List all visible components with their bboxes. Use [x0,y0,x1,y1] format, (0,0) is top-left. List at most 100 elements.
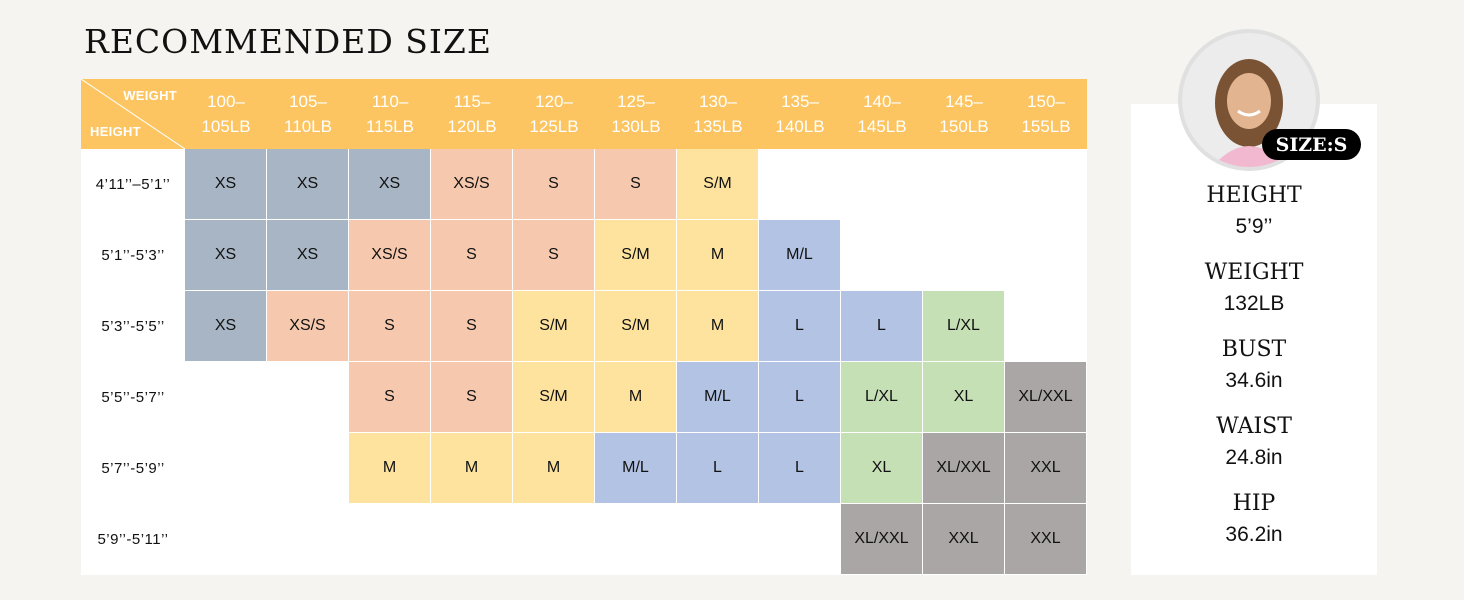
weight-axis-label: WEIGHT [123,88,177,103]
size-cell: XL/XXL [923,433,1005,504]
size-cell: S [349,291,431,362]
size-cell: S/M [595,220,677,291]
size-cell: L [759,433,841,504]
weight-range-text: 110LB [284,117,332,136]
size-cell: XS/S [431,149,513,220]
weight-range-text: 100– [207,92,245,111]
height-row-header: 5’3’’-5’5’’ [101,318,165,335]
size-cell: M/L [595,433,677,504]
size-cell: M [513,433,595,504]
size-cell: XL/XXL [841,504,923,575]
measurement-label: WAIST [1216,414,1292,439]
weight-range-text: 130– [699,92,737,111]
height-row-header: 5’7’’-5’9’’ [101,460,165,477]
size-cell: XXL [923,504,1005,575]
size-cell: L [759,291,841,362]
size-cell: M [595,362,677,433]
weight-column-header: 145– 150LB [923,79,1005,149]
weight-range-text: 115LB [366,117,414,136]
size-cell: L/XL [841,362,923,433]
size-cell: S/M [513,291,595,362]
page-title: RECOMMENDED SIZE [84,22,492,61]
weight-range-text: 125– [617,92,655,111]
size-cell: S [513,149,595,220]
size-cell: XL/XXL [1005,362,1087,433]
weight-range-text: 145LB [857,117,907,136]
size-cell: M/L [677,362,759,433]
measurement-value: 5’9’’ [1235,215,1273,238]
size-cell: L [759,362,841,433]
size-cell: M/L [759,220,841,291]
weight-range-text: 120– [535,92,573,111]
table-corner-header: WEIGHT HEIGHT [81,79,185,149]
weight-column-header: 100– 105LB [185,79,267,149]
size-cell: S [431,220,513,291]
weight-range-text: 130LB [611,117,661,136]
weight-column-header: 130– 135LB [677,79,759,149]
size-cell: XS/S [267,291,349,362]
weight-range-text: 135LB [693,117,743,136]
weight-column-header: 135– 140LB [759,79,841,149]
height-row-header: 5’5’’-5’7’’ [101,389,165,406]
weight-range-text: 140LB [775,117,825,136]
weight-column-header: 125– 130LB [595,79,677,149]
size-cell: XXL [1005,504,1087,575]
model-info-panel [1131,104,1377,575]
height-row-header: 5’9’’-5’11’’ [97,531,169,548]
size-cell: S/M [595,291,677,362]
size-cell: S/M [513,362,595,433]
weight-column-header: 140– 145LB [841,79,923,149]
size-badge: SIZE:S [1262,129,1361,160]
measurement-label: HEIGHT [1206,183,1302,208]
size-cell: XL [841,433,923,504]
weight-column-header: 115– 120LB [431,79,513,149]
measurement-value: 34.6in [1225,369,1283,392]
corner-divider-line [81,79,185,149]
weight-column-header: 120– 125LB [513,79,595,149]
weight-column-header: 150– 155LB [1005,79,1087,149]
measurement-label: BUST [1221,337,1287,362]
measurement-label: WEIGHT [1204,260,1304,285]
size-cell: M [349,433,431,504]
measurement-label: HIP [1232,491,1276,516]
height-row-header: 5’1’’-5’3’’ [101,247,165,264]
weight-range-text: 120LB [447,117,497,136]
weight-range-text: 125LB [529,117,579,136]
size-cell: L [677,433,759,504]
size-cell: S [349,362,431,433]
size-cell: XS [185,220,267,291]
size-cell: S [513,220,595,291]
weight-range-text: 145– [945,92,983,111]
weight-range-text: 105– [289,92,327,111]
size-chart-table: WEIGHT HEIGHT 100– 105LB 105– 110LB 110– 115L… [81,79,1087,575]
weight-range-text: 110– [371,92,409,111]
weight-column-header: 105– 110LB [267,79,349,149]
size-cell: XXL [1005,433,1087,504]
weight-range-text: 105LB [201,117,251,136]
size-cell: S [595,149,677,220]
height-row-header: 4’11’’–5’1’’ [95,176,171,193]
size-cell: L/XL [923,291,1005,362]
weight-range-text: 150LB [939,117,989,136]
weight-range-text: 140– [863,92,901,111]
size-cell: S/M [677,149,759,220]
size-cell: XL [923,362,1005,433]
size-cell: XS [267,149,349,220]
size-cell: XS [267,220,349,291]
size-cell: XS [185,291,267,362]
weight-range-text: 155LB [1021,117,1071,136]
size-cell: XS/S [349,220,431,291]
size-cell: XS [349,149,431,220]
size-cell: S [431,291,513,362]
size-cell: L [841,291,923,362]
height-axis-label: HEIGHT [90,124,141,139]
measurement-value: 132LB [1223,292,1285,315]
size-cell: S [431,362,513,433]
weight-range-text: 135– [781,92,819,111]
weight-column-header: 110– 115LB [349,79,431,149]
measurement-value: 36.2in [1225,523,1283,546]
size-cell: M [431,433,513,504]
size-cell: XS [185,149,267,220]
weight-range-text: 115– [453,92,491,111]
weight-range-text: 150– [1027,92,1065,111]
